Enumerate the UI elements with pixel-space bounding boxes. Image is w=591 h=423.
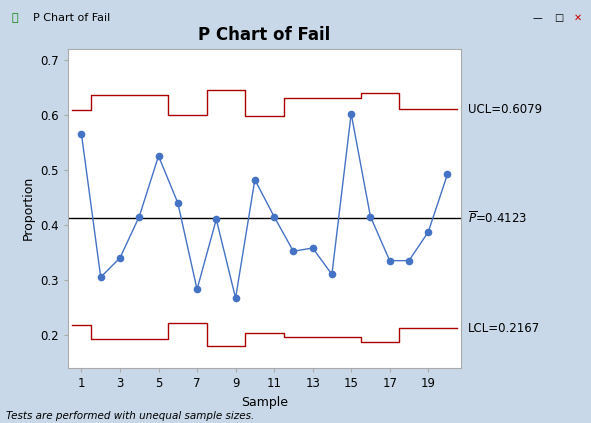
Text: 🖊: 🖊 [12,13,18,23]
Text: UCL=0.6079: UCL=0.6079 [468,103,542,116]
X-axis label: Sample: Sample [241,396,288,409]
Text: ✕: ✕ [574,13,582,23]
Text: LCL=0.2167: LCL=0.2167 [468,322,540,335]
Y-axis label: Proportion: Proportion [22,176,35,240]
Text: Tests are performed with unequal sample sizes.: Tests are performed with unequal sample … [6,411,254,421]
Text: □: □ [554,13,563,23]
Text: P Chart of Fail: P Chart of Fail [33,13,110,23]
Text: —: — [533,13,543,23]
Title: P Chart of Fail: P Chart of Fail [199,26,330,44]
Text: $\overline{P}$=0.4123: $\overline{P}$=0.4123 [468,210,527,226]
